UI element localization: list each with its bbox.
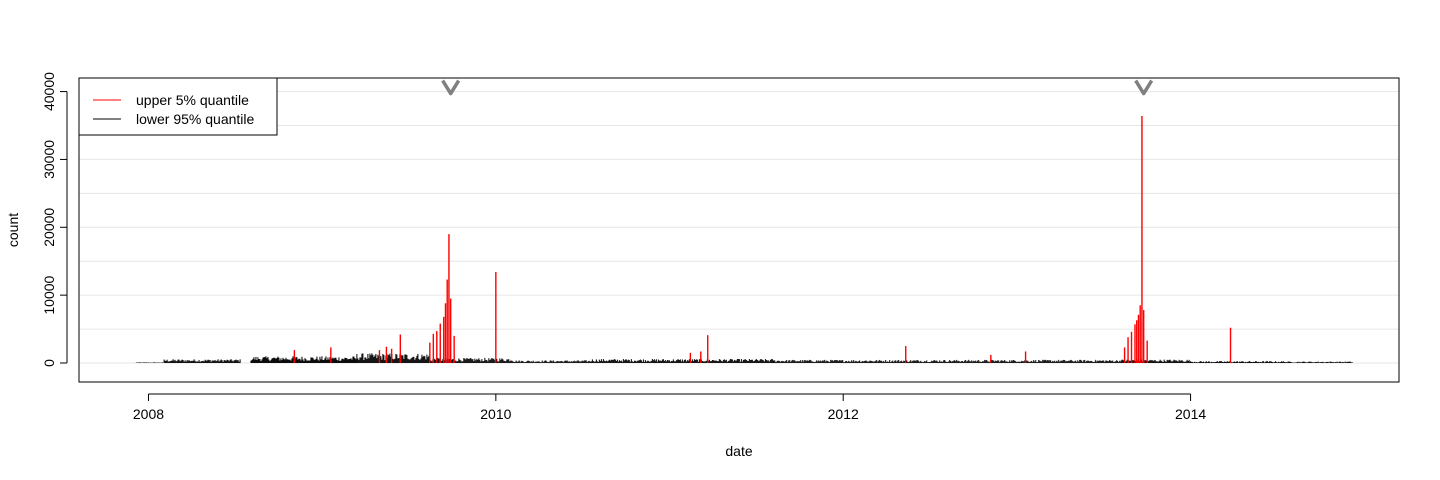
event-marker-icon	[441, 79, 461, 96]
event-marker-icon	[1134, 79, 1154, 96]
x-tick-label: 2012	[828, 406, 859, 422]
y-axis-title: count	[5, 213, 21, 247]
y-tick-label: 0	[41, 359, 57, 367]
event-markers	[441, 79, 1154, 96]
legend: upper 5% quantile lower 95% quantile	[78, 77, 278, 136]
grid-lines	[79, 91, 1399, 364]
lower-quantile-series	[135, 353, 1353, 363]
y-tick-label: 10000	[41, 275, 57, 314]
y-tick-label: 30000	[41, 140, 57, 179]
legend-label-lower: lower 95% quantile	[136, 111, 255, 127]
x-axis: 2008 2010 2012 2014	[133, 393, 1206, 422]
x-tick-label: 2014	[1175, 406, 1206, 422]
x-tick-label: 2010	[480, 406, 511, 422]
y-tick-label: 40000	[41, 72, 57, 111]
x-axis-title: date	[725, 443, 752, 459]
x-tick-label: 2008	[133, 406, 164, 422]
upper-quantile-series	[293, 116, 1232, 363]
y-tick-label: 20000	[41, 208, 57, 247]
legend-label-upper: upper 5% quantile	[136, 92, 249, 108]
legend-box	[78, 77, 278, 136]
y-axis: 0 10000 20000 30000 40000	[41, 72, 68, 367]
plot-frame	[78, 77, 1400, 383]
